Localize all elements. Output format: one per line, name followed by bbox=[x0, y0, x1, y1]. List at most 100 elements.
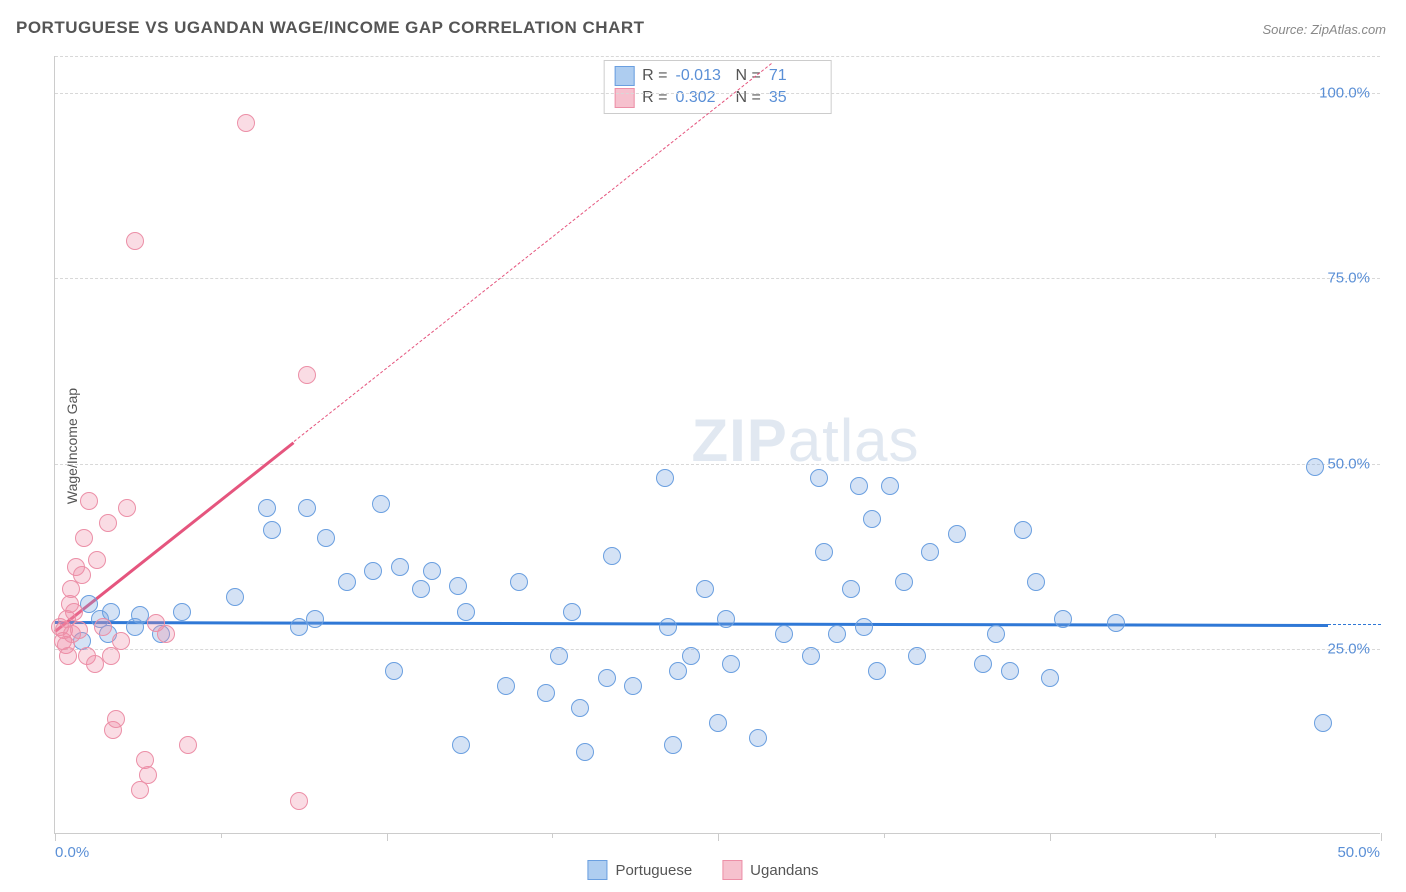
data-point bbox=[815, 543, 833, 561]
data-point bbox=[263, 521, 281, 539]
trend-line-dashed bbox=[293, 64, 771, 443]
data-point bbox=[306, 610, 324, 628]
data-point bbox=[717, 610, 735, 628]
gridline-h bbox=[55, 464, 1380, 465]
data-point bbox=[571, 699, 589, 717]
x-tick bbox=[221, 833, 222, 838]
x-tick bbox=[552, 833, 553, 838]
data-point bbox=[775, 625, 793, 643]
data-point bbox=[59, 647, 77, 665]
x-tick bbox=[884, 833, 885, 838]
data-point bbox=[987, 625, 1005, 643]
data-point bbox=[94, 618, 112, 636]
gridline-h bbox=[55, 278, 1380, 279]
data-point bbox=[497, 677, 515, 695]
x-tick bbox=[1381, 833, 1382, 841]
chart-title: PORTUGUESE VS UGANDAN WAGE/INCOME GAP CO… bbox=[16, 18, 645, 38]
data-point bbox=[881, 477, 899, 495]
data-point bbox=[749, 729, 767, 747]
data-point bbox=[550, 647, 568, 665]
bottom-legend-item: Portuguese bbox=[587, 860, 692, 880]
data-point bbox=[908, 647, 926, 665]
data-point bbox=[173, 603, 191, 621]
data-point bbox=[863, 510, 881, 528]
data-point bbox=[895, 573, 913, 591]
y-tick-label: 100.0% bbox=[1319, 85, 1370, 102]
x-tick bbox=[718, 833, 719, 841]
data-point bbox=[290, 792, 308, 810]
data-point bbox=[452, 736, 470, 754]
data-point bbox=[118, 499, 136, 517]
legend-label: Portuguese bbox=[615, 862, 692, 879]
legend-label: Ugandans bbox=[750, 862, 818, 879]
data-point bbox=[107, 710, 125, 728]
data-point bbox=[802, 647, 820, 665]
data-point bbox=[412, 580, 430, 598]
gridline-h bbox=[55, 93, 1380, 94]
data-point bbox=[102, 647, 120, 665]
data-point bbox=[1014, 521, 1032, 539]
x-tick bbox=[1215, 833, 1216, 838]
source-attribution: Source: ZipAtlas.com bbox=[1262, 22, 1386, 37]
data-point bbox=[921, 543, 939, 561]
gridline-top bbox=[55, 56, 1380, 57]
data-point bbox=[317, 529, 335, 547]
data-point bbox=[1001, 662, 1019, 680]
legend-swatch bbox=[722, 860, 742, 880]
data-point bbox=[682, 647, 700, 665]
x-tick bbox=[55, 833, 56, 841]
legend-swatch bbox=[614, 66, 634, 86]
data-point bbox=[80, 492, 98, 510]
y-tick-label: 25.0% bbox=[1327, 640, 1370, 657]
data-point bbox=[298, 499, 316, 517]
watermark: ZIPatlas bbox=[691, 406, 919, 475]
data-point bbox=[598, 669, 616, 687]
data-point bbox=[669, 662, 687, 680]
data-point bbox=[1054, 610, 1072, 628]
data-point bbox=[226, 588, 244, 606]
legend-swatch bbox=[614, 88, 634, 108]
data-point bbox=[810, 469, 828, 487]
trend-line-dashed bbox=[1328, 624, 1381, 625]
legend-swatch bbox=[587, 860, 607, 880]
data-point bbox=[576, 743, 594, 761]
trend-line bbox=[55, 621, 1328, 626]
y-tick-label: 75.0% bbox=[1327, 270, 1370, 287]
data-point bbox=[709, 714, 727, 732]
data-point bbox=[1041, 669, 1059, 687]
data-point bbox=[664, 736, 682, 754]
data-point bbox=[1027, 573, 1045, 591]
data-point bbox=[722, 655, 740, 673]
data-point bbox=[70, 621, 88, 639]
data-point bbox=[603, 547, 621, 565]
data-point bbox=[948, 525, 966, 543]
data-point bbox=[65, 603, 83, 621]
x-tick-label: 50.0% bbox=[1337, 844, 1380, 861]
data-point bbox=[385, 662, 403, 680]
x-tick bbox=[387, 833, 388, 841]
data-point bbox=[656, 469, 674, 487]
data-point bbox=[62, 580, 80, 598]
data-point bbox=[868, 662, 886, 680]
data-point bbox=[842, 580, 860, 598]
data-point bbox=[364, 562, 382, 580]
data-point bbox=[457, 603, 475, 621]
x-tick bbox=[1050, 833, 1051, 841]
data-point bbox=[1314, 714, 1332, 732]
x-tick-label: 0.0% bbox=[55, 844, 89, 861]
data-point bbox=[298, 366, 316, 384]
bottom-legend: Portuguese Ugandans bbox=[587, 860, 818, 880]
data-point bbox=[828, 625, 846, 643]
data-point bbox=[112, 632, 130, 650]
data-point bbox=[1107, 614, 1125, 632]
data-point bbox=[258, 499, 276, 517]
y-tick-label: 50.0% bbox=[1327, 455, 1370, 472]
data-point bbox=[855, 618, 873, 636]
data-point bbox=[850, 477, 868, 495]
data-point bbox=[157, 625, 175, 643]
data-point bbox=[391, 558, 409, 576]
legend-stats-row: R =-0.013N =71 bbox=[614, 65, 821, 87]
data-point bbox=[563, 603, 581, 621]
data-point bbox=[88, 551, 106, 569]
data-point bbox=[659, 618, 677, 636]
